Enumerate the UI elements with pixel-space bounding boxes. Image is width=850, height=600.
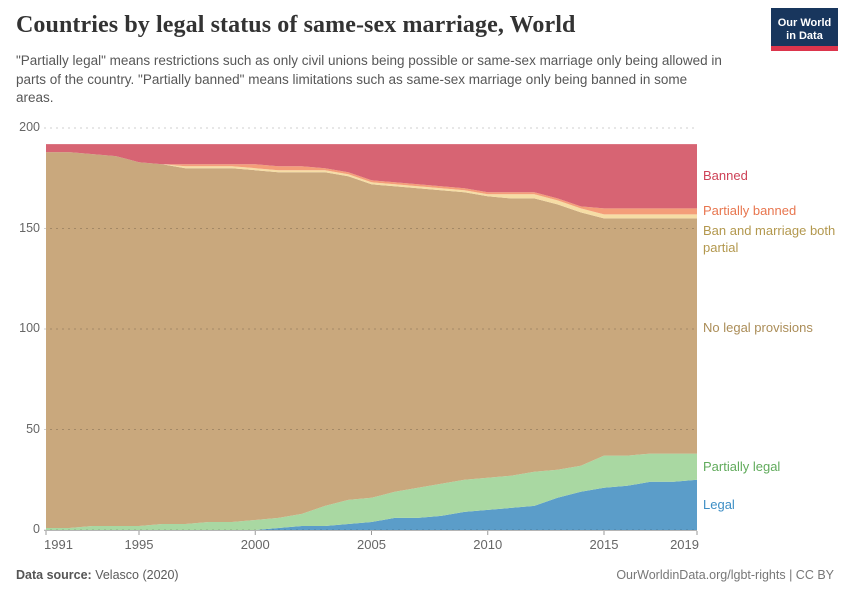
series-label-partially-legal[interactable]: Partially legal: [703, 458, 781, 474]
area-banned[interactable]: [46, 144, 697, 209]
owid-logo-red-bar: [771, 46, 838, 51]
x-axis-label-2019: 2019: [670, 537, 699, 552]
area-no-legal-provisions[interactable]: [46, 152, 697, 528]
page-title: Countries by legal status of same-sex ma…: [16, 12, 576, 38]
y-axis-label-0: 0: [33, 522, 40, 536]
series-label-banned[interactable]: Banned: [703, 168, 748, 184]
x-axis-label-1991: 1991: [44, 537, 73, 552]
owid-logo-line1: Our World: [777, 16, 832, 29]
series-label-ban-and-marriage-both-partial[interactable]: Ban and marriage both partial: [703, 223, 836, 256]
x-axis-label-2000: 2000: [240, 537, 270, 552]
footer-datasource-label: Data source:: [16, 568, 92, 582]
series-label-no-legal-provisions[interactable]: No legal provisions: [703, 319, 813, 335]
y-axis-label-100: 100: [19, 321, 40, 335]
footer-credit-link[interactable]: OurWorldinData.org/lgbt-rights | CC BY: [616, 568, 834, 582]
series-label-partially-banned[interactable]: Partially banned: [703, 203, 797, 219]
owid-logo[interactable]: Our World in Data: [771, 8, 838, 51]
x-axis-label-1995: 1995: [124, 537, 154, 552]
area-partially-legal[interactable]: [46, 453, 697, 530]
area-legal[interactable]: [46, 479, 697, 530]
y-axis-label-200: 200: [19, 120, 40, 134]
owid-logo-line2: in Data: [786, 29, 823, 42]
footer-datasource: Data source: Velasco (2020): [16, 568, 179, 582]
y-axis-label-50: 50: [26, 421, 40, 436]
x-axis-label-2010: 2010: [473, 537, 503, 552]
x-axis-label-2015: 2015: [589, 537, 619, 552]
footer-datasource-value: Velasco (2020): [91, 568, 179, 582]
series-label-legal[interactable]: Legal: [703, 496, 735, 512]
y-axis-label-150: 150: [19, 220, 40, 235]
page-subtitle: "Partially legal" means restrictions suc…: [16, 53, 722, 106]
x-axis-label-2005: 2005: [357, 537, 386, 552]
